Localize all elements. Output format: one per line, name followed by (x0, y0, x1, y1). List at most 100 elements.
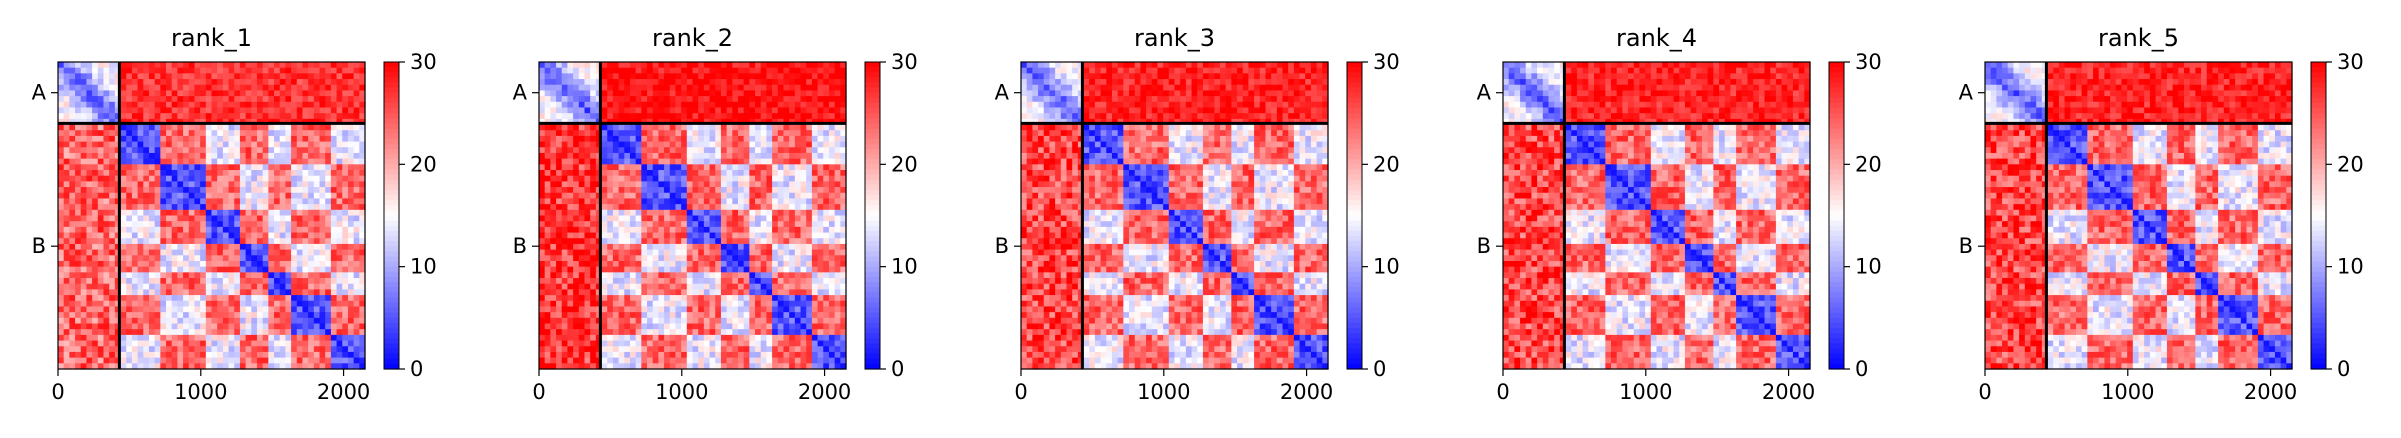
heatmap-cell (353, 215, 360, 222)
heatmap-cell (194, 317, 201, 325)
heatmap-cell (211, 170, 218, 177)
heatmap-cell (561, 175, 569, 182)
heatmap-cell (772, 67, 779, 74)
heatmap-cell (772, 79, 779, 86)
heatmap-cell (228, 346, 235, 353)
heatmap-cell (268, 204, 275, 211)
heatmap-cell (550, 187, 557, 194)
heatmap-cell (732, 101, 739, 109)
heatmap-cell (686, 164, 694, 171)
heatmap-cell (103, 323, 110, 330)
heatmap-cell (239, 329, 247, 336)
heatmap-cell (154, 323, 161, 330)
heatmap-cell (794, 164, 802, 171)
heatmap-cell (217, 204, 224, 211)
heatmap-cell (828, 260, 836, 268)
heatmap-cell (800, 192, 807, 200)
heatmap-cell (624, 187, 631, 194)
heatmap-cell (319, 346, 326, 353)
heatmap-cell (239, 272, 247, 279)
heatmap-cell (544, 79, 551, 86)
heatmap-cell (183, 90, 190, 97)
heatmap-cell (183, 351, 190, 359)
heatmap-cell (556, 62, 563, 69)
heatmap-cell (743, 130, 750, 137)
heatmap-cell (686, 175, 694, 182)
heatmap-cell (681, 124, 688, 131)
heatmap-cell (183, 170, 190, 177)
heatmap-cell (256, 187, 264, 194)
heatmap-cell (154, 278, 161, 285)
heatmap-cell (308, 101, 315, 109)
heatmap-cell (686, 73, 694, 80)
heatmap-cell (777, 170, 785, 177)
heatmap-cell (148, 357, 156, 364)
heatmap-cell (828, 249, 836, 256)
heatmap-cell (675, 255, 682, 262)
heatmap-cell (828, 107, 836, 114)
heatmap-cell (823, 238, 830, 245)
heatmap-cell (86, 346, 93, 353)
heatmap-cell (359, 198, 366, 205)
heatmap-cell (251, 101, 258, 109)
heatmap-cell (160, 260, 167, 268)
heatmap-cell (789, 243, 796, 251)
heatmap-cell (347, 187, 355, 194)
heatmap-cell (194, 346, 201, 353)
heatmap-cell (806, 158, 813, 165)
heatmap-cell (58, 96, 65, 103)
heatmap-cell (160, 357, 167, 364)
heatmap-cell (63, 226, 70, 234)
heatmap-cell (188, 238, 196, 245)
heatmap-cell (75, 329, 82, 336)
heatmap-cell (205, 363, 213, 370)
heatmap-cell (590, 147, 597, 154)
heatmap-cell (103, 113, 110, 120)
heatmap-cell (148, 152, 156, 160)
heatmap-cell (737, 192, 745, 200)
heatmap-cell (686, 209, 694, 217)
heatmap-cell (308, 272, 315, 279)
heatmap-cell (86, 351, 93, 359)
heatmap-cell (109, 67, 116, 74)
heatmap-cell (629, 141, 637, 148)
heatmap-cell (234, 101, 241, 109)
heatmap-cell (544, 249, 551, 256)
heatmap-cell (200, 221, 207, 228)
heatmap-cell (211, 266, 218, 273)
heatmap-cell (342, 67, 349, 74)
heatmap-cell (183, 164, 190, 171)
heatmap-cell (319, 164, 326, 171)
heatmap-cell (256, 295, 264, 302)
heatmap-cell (789, 192, 796, 200)
heatmap-cell (726, 226, 733, 234)
heatmap-cell (715, 147, 722, 154)
heatmap-cell (131, 289, 139, 296)
heatmap-cell (200, 158, 207, 165)
heatmap-cell (177, 283, 184, 291)
heatmap-cell (80, 340, 88, 347)
heatmap-cell (669, 215, 677, 222)
heatmap-cell (336, 249, 343, 256)
heatmap-cell (641, 164, 648, 171)
heatmap-cell (58, 181, 65, 188)
heatmap-cell (692, 204, 699, 211)
heatmap-cell (245, 266, 252, 273)
heatmap-cell (160, 334, 167, 342)
heatmap-cell (641, 130, 648, 137)
heatmap-cell (800, 107, 807, 114)
heatmap-cell (296, 170, 304, 177)
heatmap-cell (601, 243, 608, 251)
heatmap-cell (737, 249, 745, 256)
heatmap-cell (137, 272, 144, 279)
heatmap-cell (228, 135, 235, 143)
heatmap-cell (618, 164, 625, 171)
heatmap-cell (550, 113, 557, 120)
heatmap-cell (556, 101, 563, 109)
heatmap-cell (160, 238, 167, 245)
heatmap-cell (160, 67, 167, 74)
heatmap-cell (647, 260, 654, 268)
heatmap-cell (584, 215, 591, 222)
heatmap-cell (143, 84, 150, 92)
heatmap-cell (726, 164, 733, 171)
